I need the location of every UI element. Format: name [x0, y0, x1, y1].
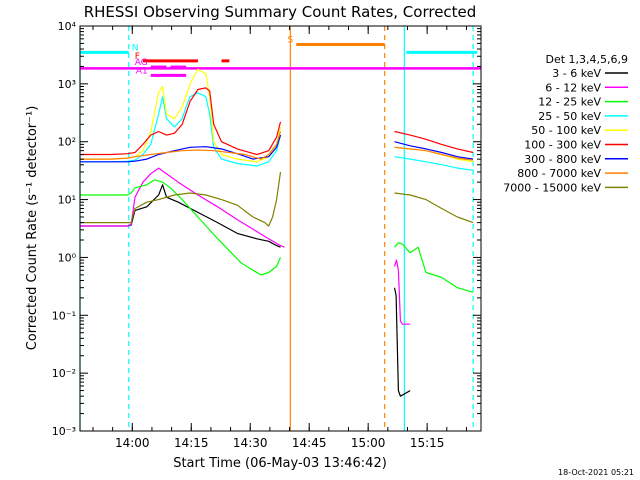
series-4-line-0 [80, 68, 282, 163]
plot-frame [79, 25, 482, 432]
y-tick-label-7: 10⁴ [58, 20, 77, 33]
x-tick-label-0: 14:00 [115, 436, 150, 450]
legend-label-1: 6 - 12 keV [545, 81, 601, 94]
series-2-line-1 [394, 242, 474, 293]
series-8-line-0 [80, 171, 282, 227]
series-7-line-0 [80, 131, 282, 160]
legend-label-6: 300 - 800 keV [524, 153, 601, 166]
x-tick-label-5: 15:15 [410, 436, 445, 450]
flag-label-s: S [288, 35, 294, 45]
series-1-line-0 [80, 167, 285, 248]
x-tick-label-3: 14:45 [292, 436, 327, 450]
legend-label-8: 7000 - 15000 keV [503, 181, 601, 194]
y-axis-label: Corrected Count Rate (s⁻¹ detector⁻¹) [25, 106, 40, 351]
y-tick-label-4: 10¹ [58, 194, 76, 207]
legend-label-3: 25 - 50 keV [538, 110, 601, 123]
flag-label-n: N [132, 43, 139, 53]
legend-label-7: 800 - 7000 keV [517, 167, 601, 180]
series-5-line-1 [394, 130, 474, 154]
y-tick-label-3: 10⁰ [58, 251, 77, 264]
y-tick-label-0: 10⁻³ [52, 425, 76, 438]
legend-label-0: 3 - 6 keV [552, 67, 601, 80]
series-6-line-1 [394, 141, 474, 160]
x-tick-label-2: 14:30 [233, 436, 268, 450]
chart-title: RHESSI Observing Summary Count Rates, Co… [84, 3, 477, 21]
series-0-line-1 [393, 287, 411, 397]
x-tick-label-1: 14:15 [174, 436, 209, 450]
timestamp-label: 18-Oct-2021 05:21 [558, 468, 634, 477]
series-5-line-0 [80, 87, 282, 156]
series-6-line-0 [80, 134, 282, 163]
y-tick-label-6: 10³ [58, 78, 76, 91]
y-tick-label-1: 10⁻² [52, 367, 76, 380]
x-axis-label: Start Time (06-May-03 13:46:42) [173, 456, 387, 471]
series-8-line-1 [394, 192, 474, 224]
axes: 10⁻³ 10⁻² 10⁻¹ 10⁰ 10¹ 10² 10³ 10⁴ 14:00 14:15 14:… [52, 20, 482, 450]
y-tick-label-5: 10² [58, 136, 76, 149]
legend-header: Det 1,3,4,5,6,9 [545, 53, 628, 66]
flag-label-f: F [135, 52, 140, 62]
legend-label-5: 100 - 300 keV [524, 139, 601, 152]
series-2-line-0 [80, 179, 282, 276]
y-tick-label-2: 10⁻¹ [52, 309, 76, 322]
legend-label-2: 12 - 25 keV [538, 96, 601, 109]
series-7-line-1 [394, 146, 474, 161]
series-3-line-1 [394, 156, 474, 171]
flag-label-ag: AG [135, 58, 148, 68]
legend-label-4: 50 - 100 keV [531, 124, 601, 137]
flag-label-a1: A1 [136, 66, 148, 76]
x-tick-label-4: 15:00 [351, 436, 386, 450]
series-1-line-1 [393, 259, 411, 325]
